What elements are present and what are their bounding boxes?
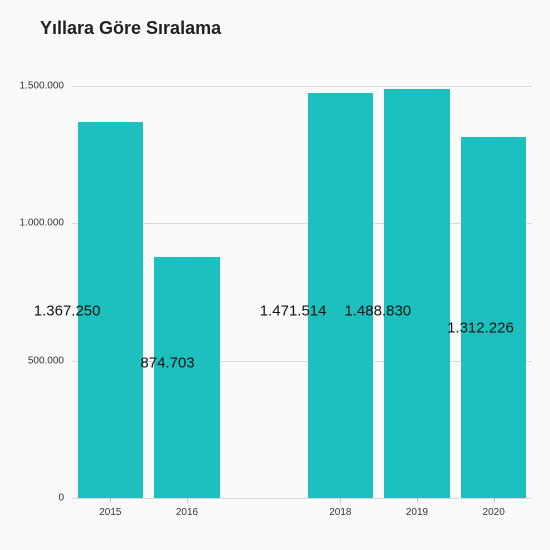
plot-area xyxy=(72,58,532,498)
bar-value-label: 1.312.226 xyxy=(447,319,514,336)
bar xyxy=(461,137,526,498)
bar-value-label: 874.703 xyxy=(140,355,194,372)
bar-value-label: 1.471.514 xyxy=(260,303,327,320)
y-axis-tick-label: 1.000.000 xyxy=(0,218,64,229)
bar-value-label: 1.367.250 xyxy=(34,303,101,320)
x-axis-tick-mark xyxy=(494,498,495,503)
bar-value-label: 1.488.830 xyxy=(344,303,411,320)
ranking-bar-chart: Yıllara Göre Sıralama 0 500.000 1.000.000 1… xyxy=(0,0,550,550)
gridline xyxy=(72,86,532,87)
x-axis-tick-label: 2018 xyxy=(329,507,351,518)
y-axis-tick-label: 1.500.000 xyxy=(0,80,64,91)
gridline xyxy=(72,498,532,499)
bar xyxy=(154,257,219,498)
x-axis-tick-mark xyxy=(187,498,188,503)
y-axis-tick-label: 500.000 xyxy=(0,355,64,366)
y-axis-tick-label: 0 xyxy=(0,493,64,504)
x-axis-tick-label: 2020 xyxy=(483,507,505,518)
x-axis-tick-mark xyxy=(340,498,341,503)
x-axis-tick-mark xyxy=(417,498,418,503)
x-axis-tick-label: 2016 xyxy=(176,507,198,518)
x-axis-tick-mark xyxy=(110,498,111,503)
bar xyxy=(384,89,449,498)
x-axis-tick-label: 2019 xyxy=(406,507,428,518)
chart-title: Yıllara Göre Sıralama xyxy=(40,18,221,39)
bar xyxy=(308,93,373,498)
x-axis-tick-label: 2015 xyxy=(99,507,121,518)
